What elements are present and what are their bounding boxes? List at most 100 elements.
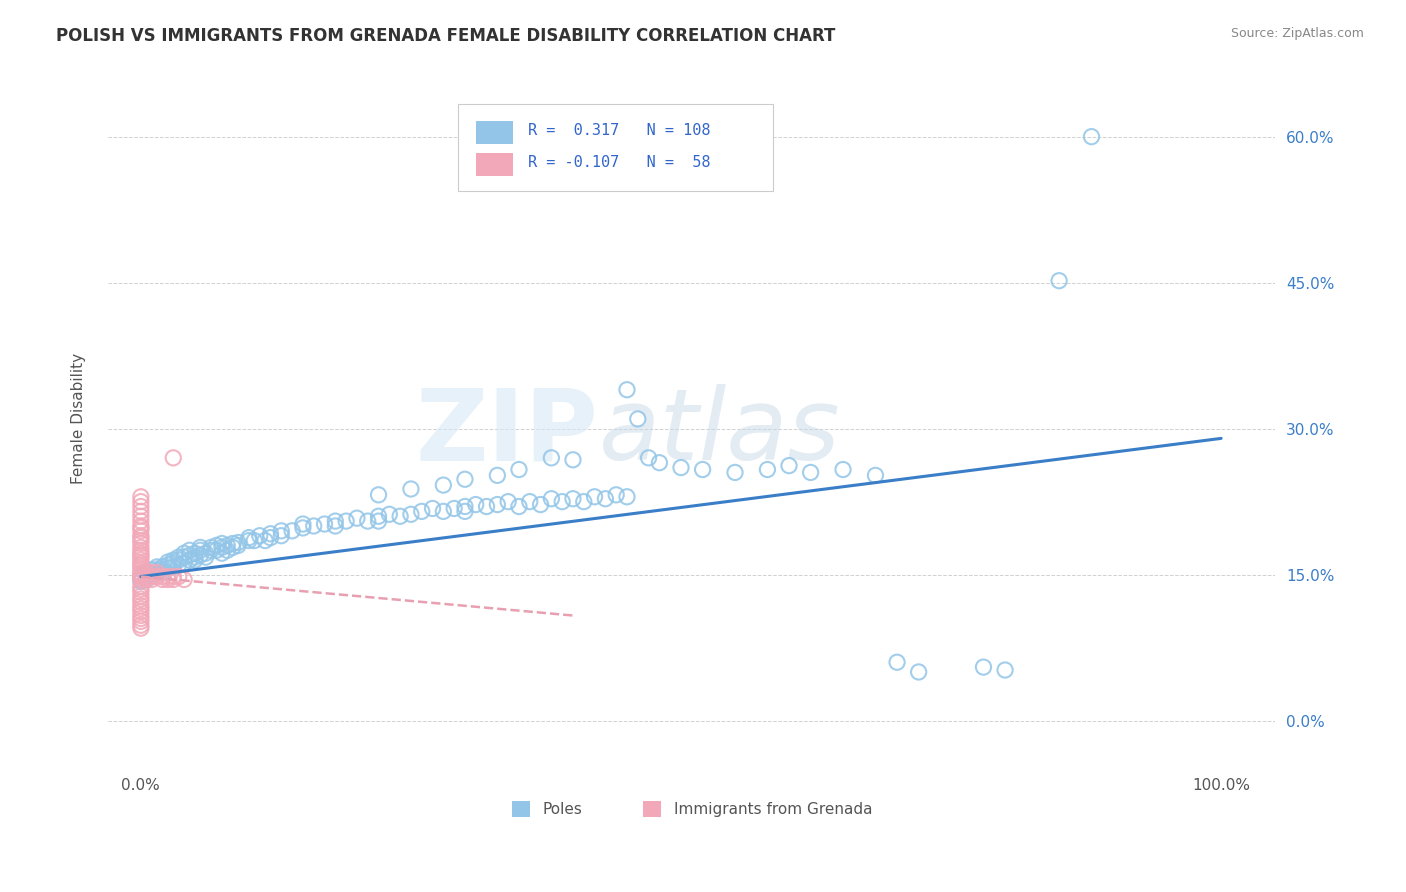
- Point: [129, 531, 152, 545]
- Point: [129, 504, 152, 518]
- Point: [146, 566, 169, 580]
- Point: [259, 526, 281, 541]
- Point: [152, 563, 174, 577]
- Point: [367, 509, 389, 524]
- Point: [211, 546, 233, 560]
- Text: ZIP: ZIP: [416, 384, 599, 482]
- Point: [129, 567, 152, 582]
- Point: [367, 514, 389, 528]
- Point: [152, 573, 174, 587]
- FancyBboxPatch shape: [458, 103, 773, 191]
- Point: [129, 541, 152, 555]
- Point: [129, 519, 152, 533]
- Point: [167, 558, 190, 572]
- Point: [129, 548, 152, 562]
- Point: [270, 529, 292, 543]
- Point: [141, 569, 163, 583]
- Point: [323, 514, 346, 528]
- Point: [411, 504, 433, 518]
- Point: [129, 582, 152, 597]
- Text: R =  0.317   N = 108: R = 0.317 N = 108: [529, 123, 711, 137]
- Point: [562, 452, 585, 467]
- Point: [162, 573, 184, 587]
- Point: [627, 412, 650, 426]
- Point: [167, 553, 190, 567]
- Point: [167, 569, 190, 583]
- Point: [135, 573, 157, 587]
- Point: [129, 611, 152, 625]
- Point: [323, 519, 346, 533]
- Point: [146, 569, 169, 583]
- Text: atlas: atlas: [599, 384, 841, 482]
- Point: [129, 591, 152, 606]
- Point: [129, 543, 152, 558]
- Point: [907, 665, 929, 679]
- Point: [648, 456, 671, 470]
- Text: POLISH VS IMMIGRANTS FROM GRENADA FEMALE DISABILITY CORRELATION CHART: POLISH VS IMMIGRANTS FROM GRENADA FEMALE…: [56, 27, 835, 45]
- Point: [129, 524, 152, 538]
- Point: [162, 559, 184, 574]
- Point: [141, 569, 163, 583]
- Point: [200, 543, 222, 558]
- Point: [281, 524, 304, 538]
- Point: [129, 601, 152, 615]
- Point: [238, 533, 260, 548]
- Point: [135, 569, 157, 583]
- Point: [129, 573, 152, 587]
- Point: [1080, 129, 1102, 144]
- Point: [129, 599, 152, 613]
- Point: [173, 546, 195, 560]
- Point: [211, 536, 233, 550]
- Point: [179, 548, 201, 562]
- Point: [188, 541, 211, 555]
- Point: [129, 558, 152, 572]
- Point: [129, 585, 152, 599]
- Point: [129, 529, 152, 543]
- Point: [129, 500, 152, 514]
- Point: [399, 482, 422, 496]
- Point: [432, 478, 454, 492]
- FancyBboxPatch shape: [477, 153, 513, 176]
- Point: [156, 569, 179, 583]
- Point: [188, 543, 211, 558]
- Point: [270, 524, 292, 538]
- Point: [129, 615, 152, 629]
- Point: [129, 556, 152, 570]
- Point: [519, 494, 541, 508]
- Point: [291, 516, 314, 531]
- Point: [129, 536, 152, 550]
- Point: [129, 574, 152, 589]
- Point: [173, 556, 195, 570]
- Point: [194, 550, 217, 565]
- Point: [129, 567, 152, 582]
- Point: [291, 521, 314, 535]
- Point: [135, 566, 157, 580]
- Point: [637, 450, 659, 465]
- Point: [162, 556, 184, 570]
- Point: [200, 541, 222, 555]
- Point: [167, 550, 190, 565]
- Point: [129, 569, 152, 583]
- Point: [146, 566, 169, 580]
- Point: [562, 491, 585, 506]
- Point: [616, 490, 638, 504]
- Point: [724, 466, 747, 480]
- Point: [156, 558, 179, 572]
- Point: [259, 531, 281, 545]
- Point: [800, 466, 823, 480]
- Point: [129, 533, 152, 548]
- FancyBboxPatch shape: [477, 121, 513, 144]
- Point: [129, 566, 152, 580]
- Point: [669, 460, 692, 475]
- Point: [129, 608, 152, 623]
- Point: [129, 589, 152, 603]
- Point: [378, 508, 401, 522]
- Point: [367, 488, 389, 502]
- Point: [443, 501, 465, 516]
- Point: [583, 490, 606, 504]
- Point: [865, 468, 887, 483]
- Point: [146, 563, 169, 577]
- Point: [129, 569, 152, 583]
- Point: [529, 498, 551, 512]
- Point: [129, 595, 152, 609]
